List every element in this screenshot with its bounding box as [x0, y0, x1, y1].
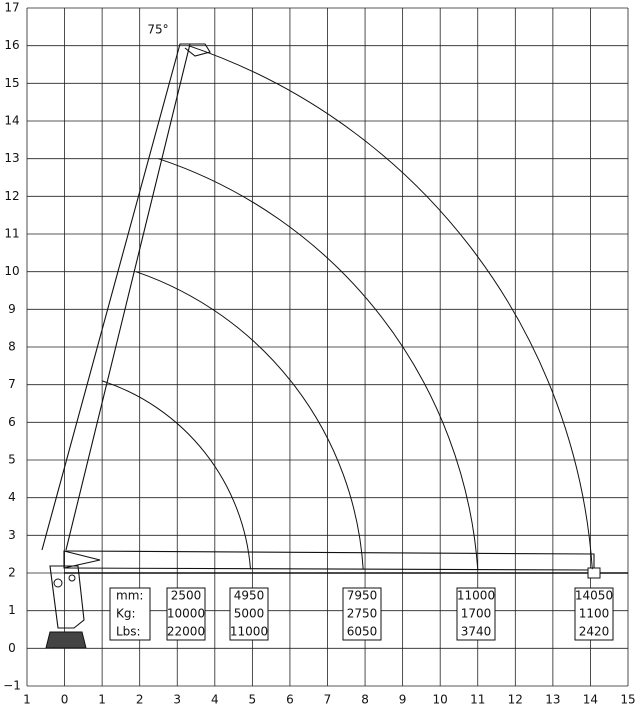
table-cell: 2750	[347, 607, 378, 621]
table-cell: 2500	[171, 589, 202, 603]
table-cell: 6050	[347, 625, 378, 639]
y-tick-label: 14	[4, 114, 19, 128]
table-row-label: Lbs:	[116, 625, 141, 639]
extended-boom	[63, 550, 595, 571]
x-tick-label: 11	[470, 693, 485, 707]
table-cell: 14050	[575, 589, 613, 603]
reach-arc	[135, 271, 364, 570]
table-cell: 11000	[230, 625, 268, 639]
table-column-box	[456, 587, 496, 641]
table-row-label: mm:	[116, 589, 143, 603]
x-tick-label: 14	[583, 693, 598, 707]
y-tick-label: 2	[8, 566, 16, 580]
table-cell: 2420	[579, 625, 610, 639]
table-column-box	[574, 587, 614, 641]
y-tick-label: 5	[8, 453, 16, 467]
y-tick-label: 13	[4, 151, 19, 165]
table-label-box	[109, 587, 151, 641]
y-tick-label: 16	[4, 38, 19, 52]
x-tick-label: 9	[399, 693, 407, 707]
x-tick-label: 6	[286, 693, 294, 707]
x-tick-label: 4	[211, 693, 219, 707]
table-cell: 5000	[234, 607, 265, 621]
crane-base	[45, 631, 87, 649]
reach-arc	[158, 158, 479, 570]
table-column-box	[342, 587, 382, 641]
y-tick-label: 4	[8, 490, 16, 504]
x-tick-label: 13	[545, 693, 560, 707]
hook	[587, 567, 601, 579]
x-tick-label: 1	[98, 693, 106, 707]
x-tick-label: 10	[433, 693, 448, 707]
y-tick-label: 7	[8, 377, 16, 391]
table-column-box	[166, 587, 206, 641]
y-tick-label: 17	[4, 1, 19, 15]
x-tick-label: 8	[361, 693, 369, 707]
y-tick-label: 3	[8, 528, 16, 542]
pivot	[53, 578, 63, 588]
y-tick-label: 0	[8, 641, 16, 655]
table-cell: 7950	[347, 589, 378, 603]
table-cell: 4950	[234, 589, 265, 603]
table-column-box	[229, 587, 269, 641]
y-tick-label: 6	[8, 415, 16, 429]
crane-drawing	[41, 43, 628, 649]
reach-arc	[188, 45, 593, 570]
table-cell: 1700	[461, 607, 492, 621]
angle-annotation: 75°	[147, 23, 168, 37]
x-tick-label: 5	[249, 693, 257, 707]
x-tick-label: 1	[23, 693, 31, 707]
reach-arc	[101, 380, 251, 570]
y-tick-label: 12	[4, 189, 19, 203]
y-tick-label: 10	[4, 264, 19, 278]
table-cell: 11000	[457, 589, 495, 603]
boom-head	[63, 550, 101, 569]
table-cell: 3740	[461, 625, 492, 639]
x-tick-label: 12	[508, 693, 523, 707]
y-tick-label: 1	[8, 603, 16, 617]
boom-tip	[180, 43, 211, 57]
x-tick-label: 2	[136, 693, 144, 707]
x-tick-label: 7	[324, 693, 332, 707]
x-tick-label: 0	[61, 693, 69, 707]
crane-column	[49, 565, 85, 629]
table-cell: 10000	[167, 607, 205, 621]
y-tick-label: 11	[4, 227, 19, 241]
pivot	[68, 574, 76, 582]
table-cell: 1100	[579, 607, 610, 621]
x-tick-label: 3	[173, 693, 181, 707]
y-tick-label: 15	[4, 76, 19, 90]
y-tick-label: 9	[8, 302, 16, 316]
table-cell: 22000	[167, 625, 205, 639]
x-tick-label: 15	[620, 693, 635, 707]
y-tick-label: −1	[3, 679, 21, 693]
y-tick-label: 8	[8, 340, 16, 354]
table-row-label: Kg:	[116, 607, 136, 621]
